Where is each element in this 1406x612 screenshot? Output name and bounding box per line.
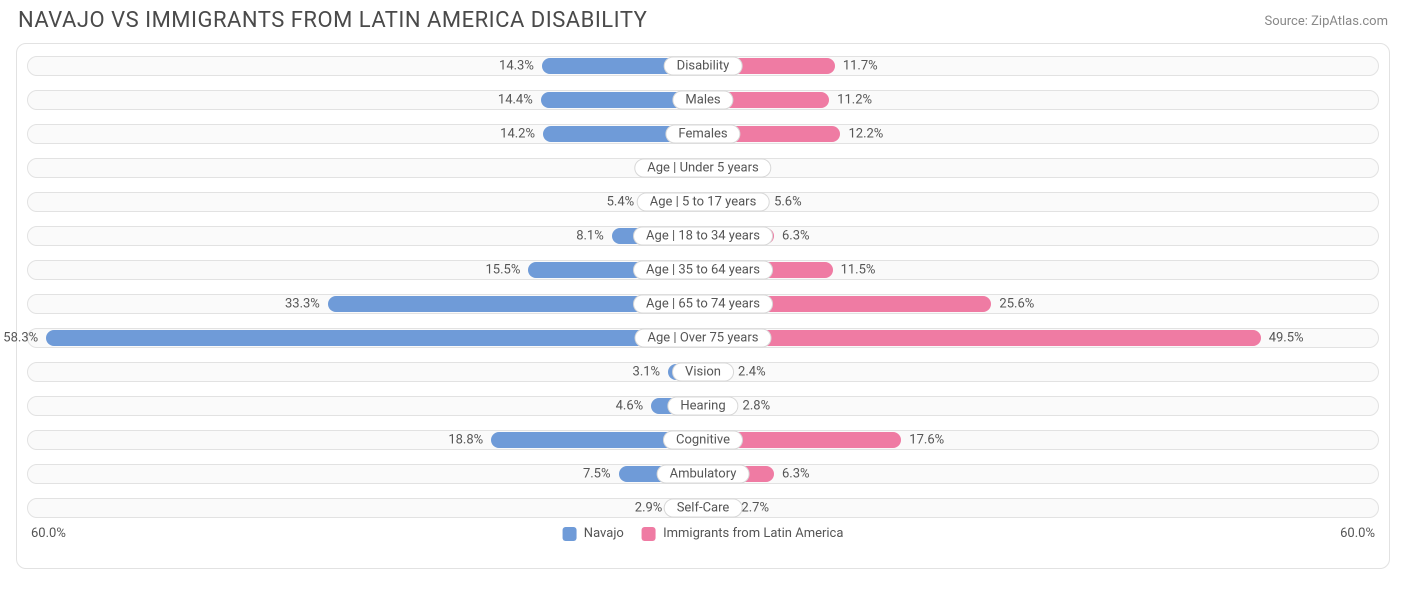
category-label: Age | Under 5 years <box>634 159 771 178</box>
header: NAVAJO VS IMMIGRANTS FROM LATIN AMERICA … <box>0 0 1406 39</box>
category-label: Cognitive <box>663 431 743 450</box>
value-right: 6.3% <box>782 229 810 244</box>
value-left: 58.3% <box>3 331 38 346</box>
chart-row: 58.3%49.5%Age | Over 75 years <box>27 324 1379 352</box>
category-label: Self-Care <box>664 499 743 518</box>
legend-item-immigrants: Immigrants from Latin America <box>642 526 844 541</box>
category-label: Vision <box>672 363 734 382</box>
value-left: 14.2% <box>500 127 535 142</box>
chart-row: 8.1% 6.3% Age | 18 to 34 years <box>27 222 1379 250</box>
value-right: 25.6% <box>999 297 1034 312</box>
chart-row: 2.9% 2.7%Self-Care <box>27 494 1379 522</box>
value-left: 8.1% <box>576 229 604 244</box>
chart-row: 33.3% 25.6% Age | 65 to 74 years <box>27 290 1379 318</box>
legend-label-navajo: Navajo <box>584 526 624 541</box>
chart-row: 1.6%1.2%Age | Under 5 years <box>27 154 1379 182</box>
value-right: 2.4% <box>738 365 766 380</box>
rows-host: 14.3% 11.7% Disability 14.4% 11.2% Males 14.2%… <box>27 52 1379 522</box>
bar-left <box>46 330 703 346</box>
value-left: 14.3% <box>499 59 534 74</box>
category-label: Ambulatory <box>657 465 750 484</box>
category-label: Age | 35 to 64 years <box>633 261 773 280</box>
value-left: 33.3% <box>285 297 320 312</box>
axis-row: 60.0% 60.0% Navajo Immigrants from Latin… <box>27 526 1379 546</box>
category-label: Age | 65 to 74 years <box>633 295 773 314</box>
value-right: 2.8% <box>743 399 771 414</box>
category-label: Disability <box>664 57 743 76</box>
source-label: Source: ZipAtlas.com <box>1264 8 1388 29</box>
category-label: Age | Over 75 years <box>635 329 772 348</box>
value-right: 2.7% <box>741 501 769 516</box>
value-left: 4.6% <box>616 399 644 414</box>
legend-item-navajo: Navajo <box>563 526 624 541</box>
value-right: 49.5% <box>1269 331 1304 346</box>
chart-row: 3.1% 2.4% Vision <box>27 358 1379 386</box>
chart-row: 4.6% 2.8% Hearing <box>27 392 1379 420</box>
chart-title: NAVAJO VS IMMIGRANTS FROM LATIN AMERICA … <box>18 8 647 33</box>
value-left: 15.5% <box>486 263 521 278</box>
category-label: Hearing <box>667 397 738 416</box>
category-label: Females <box>665 125 740 144</box>
category-label: Age | 5 to 17 years <box>637 193 770 212</box>
value-left: 5.4% <box>607 195 635 210</box>
chart-row: 15.5% 11.5% Age | 35 to 64 years <box>27 256 1379 284</box>
legend: Navajo Immigrants from Latin America <box>563 526 844 541</box>
bar-right <box>703 330 1261 346</box>
chart-container: 14.3% 11.7% Disability 14.4% 11.2% Males 14.2%… <box>16 43 1390 569</box>
swatch-immigrants <box>642 527 656 541</box>
chart-row: 5.4% 5.6% Age | 5 to 17 years <box>27 188 1379 216</box>
swatch-navajo <box>563 527 577 541</box>
value-left: 3.1% <box>633 365 661 380</box>
chart-row: 14.3% 11.7% Disability <box>27 52 1379 80</box>
value-left: 14.4% <box>498 93 533 108</box>
chart-row: 18.8% 17.6% Cognitive <box>27 426 1379 454</box>
chart-row: 7.5% 6.3% Ambulatory <box>27 460 1379 488</box>
chart-row: 14.4% 11.2% Males <box>27 86 1379 114</box>
axis-max-right: 60.0% <box>1340 526 1375 541</box>
legend-label-immigrants: Immigrants from Latin America <box>663 526 843 541</box>
value-right: 17.6% <box>909 433 944 448</box>
value-right: 11.7% <box>843 59 878 74</box>
value-right: 11.2% <box>837 93 872 108</box>
category-label: Males <box>672 91 733 110</box>
category-label: Age | 18 to 34 years <box>633 227 773 246</box>
value-right: 6.3% <box>782 467 810 482</box>
value-left: 18.8% <box>448 433 483 448</box>
axis-max-left: 60.0% <box>31 526 66 541</box>
chart-row: 14.2% 12.2% Females <box>27 120 1379 148</box>
value-right: 11.5% <box>841 263 876 278</box>
value-left: 2.9% <box>635 501 663 516</box>
value-right: 12.2% <box>848 127 883 142</box>
value-right: 5.6% <box>774 195 802 210</box>
value-left: 7.5% <box>583 467 611 482</box>
